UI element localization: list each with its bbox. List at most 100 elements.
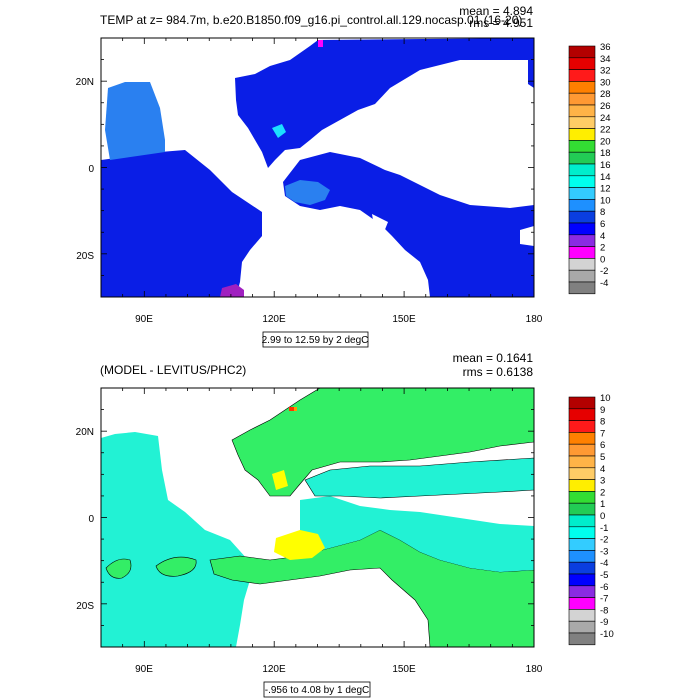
colorbar-swatch [568, 443, 596, 457]
panel-1-ticks [100, 37, 535, 298]
panel-2-map [101, 388, 534, 647]
panel-2-ytick: 20N [76, 427, 94, 438]
panel-2-ytick: 20S [76, 601, 94, 612]
panel-1-mean: mean = 4.894 [459, 4, 533, 18]
colorbar-label: 26 [600, 101, 611, 112]
colorbar-label: 24 [600, 113, 611, 124]
colorbar-label: -2 [600, 266, 608, 277]
colorbar-label: 9 [600, 405, 605, 416]
colorbar-label: 18 [600, 148, 611, 159]
panel-temperature: TEMP at z= 984.7m, b.e20.B1850.f09_g16.p… [76, 4, 611, 348]
colorbar-swatch [568, 396, 596, 410]
ocean-region-west [101, 150, 262, 297]
colorbar-label: 0 [600, 254, 605, 265]
colorbar-label: -4 [600, 558, 608, 569]
colorbar-swatch [568, 514, 596, 528]
colorbar-label: -8 [600, 605, 608, 616]
colorbar-swatch [568, 408, 596, 421]
colorbar-swatch [568, 163, 596, 177]
colorbar-swatch [568, 269, 596, 283]
colorbar-label: -1 [600, 523, 608, 534]
colorbar-label: 16 [600, 160, 611, 171]
colorbar-swatch [568, 597, 596, 610]
colorbar-swatch [568, 620, 596, 634]
colorbar-label: 6 [600, 440, 605, 451]
panel-1-xtick: 150E [392, 314, 416, 325]
anomaly-region-north [231, 388, 534, 497]
colorbar-label: 6 [600, 219, 605, 230]
warm-anomaly [274, 530, 325, 560]
anomaly-region-west [101, 432, 250, 647]
colorbar-label: 0 [600, 511, 605, 522]
colorbar-swatch [568, 550, 596, 563]
ocean-region-northwest [105, 82, 165, 160]
colorbar-swatch [568, 140, 596, 153]
land-patch [372, 214, 388, 232]
colorbar-label: 1 [600, 499, 605, 510]
colorbar-label: 4 [600, 231, 605, 242]
colorbar-swatch [568, 561, 596, 575]
anomaly-region-center-cyan [300, 496, 534, 572]
colorbar-swatch [568, 175, 596, 188]
panel-2-ytick: 0 [88, 514, 94, 525]
panel-2-xtick: 90E [135, 664, 153, 675]
panel-1-ytick: 0 [88, 164, 94, 175]
colorbar-swatch [568, 609, 596, 622]
colorbar-swatch [568, 81, 596, 94]
colorbar-label: 4 [600, 464, 605, 475]
anomaly-tongue [304, 457, 534, 499]
panel-2-xtick: 180 [526, 664, 543, 675]
colorbar-swatch [568, 234, 596, 247]
colorbar-swatch [568, 526, 596, 539]
panel-1-xtick: 180 [526, 314, 543, 325]
colorbar-swatch [568, 92, 596, 106]
colorbar-label: -6 [600, 582, 608, 593]
colorbar-label: 34 [600, 54, 611, 65]
colorbar-swatch [568, 502, 596, 516]
panel-2-title: (MODEL - LEVITUS/PHC2) [100, 363, 246, 377]
colorbar-label: -5 [600, 570, 608, 581]
panel-1-ytick: 20S [76, 251, 94, 262]
colorbar-label: -3 [600, 546, 608, 557]
colorbar-swatch [568, 420, 596, 433]
colorbar-swatch [568, 187, 596, 200]
panel-1-xtick: 90E [135, 314, 153, 325]
ocean-region-patch [285, 180, 330, 205]
colorbar-swatch [568, 538, 596, 551]
magenta-spot [318, 40, 323, 47]
panel-2-ticks [100, 387, 535, 648]
colorbar-swatch [568, 57, 596, 70]
panel-1-info-box [262, 331, 369, 348]
colorbar-swatch [568, 585, 596, 598]
hot-spot [294, 407, 297, 411]
panel-1-title: TEMP at z= 984.7m, b.e20.B1850.f09_g16.p… [100, 13, 522, 27]
colorbar-swatch [568, 69, 596, 82]
panel-1-rms: rms = 4.951 [469, 16, 533, 30]
colorbar-label: -2 [600, 535, 608, 546]
colorbar-label: 12 [600, 184, 611, 195]
panel-1-ytick: 20N [76, 77, 94, 88]
cold-spot [220, 284, 244, 297]
colorbar-label: 32 [600, 66, 611, 77]
colorbar-swatch [568, 151, 596, 165]
warm-spot [272, 124, 286, 138]
colorbar-label: 30 [600, 77, 611, 88]
colorbar-label: 3 [600, 476, 605, 487]
colorbar-swatch [568, 246, 596, 259]
colorbar-label: 2 [600, 243, 605, 254]
ocean-region-central [283, 152, 534, 297]
colorbar-label: 20 [600, 136, 611, 147]
ocean-region-north [235, 38, 534, 168]
colorbar-swatch [568, 281, 596, 295]
colorbar-label: 10 [600, 393, 611, 404]
colorbar-swatch [568, 467, 596, 480]
colorbar-label: 8 [600, 207, 605, 218]
colorbar-swatch [568, 258, 596, 271]
land-patch [520, 226, 534, 246]
colorbar-label: 7 [600, 428, 605, 439]
colorbar-swatch [568, 222, 596, 236]
colorbar-swatch [568, 45, 596, 59]
colorbar-swatch [568, 432, 596, 445]
